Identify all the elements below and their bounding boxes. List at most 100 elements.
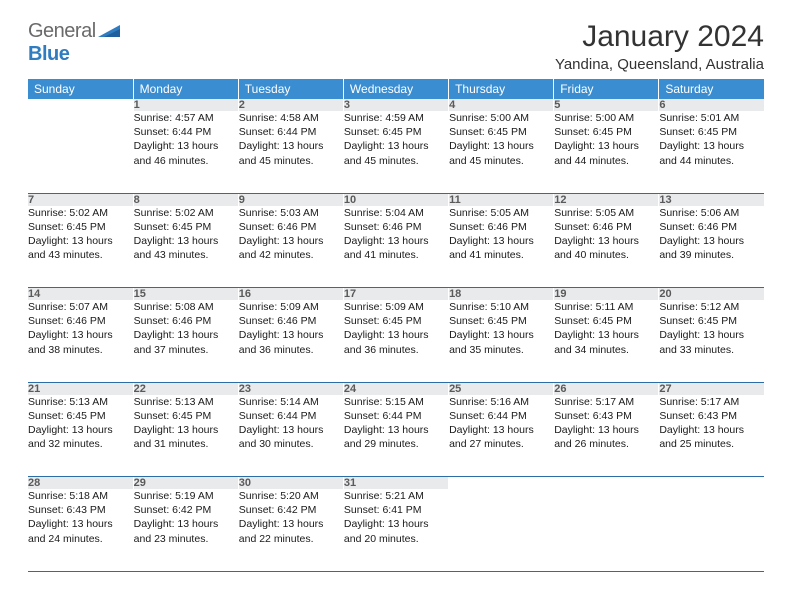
day-cell: Sunrise: 5:03 AMSunset: 6:46 PMDaylight:…: [238, 206, 343, 288]
sunset-text: Sunset: 6:45 PM: [28, 409, 133, 423]
day-cell: Sunrise: 4:58 AMSunset: 6:44 PMDaylight:…: [238, 111, 343, 193]
day-cell: Sunrise: 5:04 AMSunset: 6:46 PMDaylight:…: [343, 206, 448, 288]
day-number: 23: [238, 382, 343, 395]
daylight-text: Daylight: 13 hoursand 45 minutes.: [344, 139, 448, 167]
sunset-text: Sunset: 6:46 PM: [449, 220, 553, 234]
sunrise-text: Sunrise: 5:20 AM: [239, 489, 343, 503]
sunrise-text: Sunrise: 5:07 AM: [28, 300, 133, 314]
day-cell: Sunrise: 5:13 AMSunset: 6:45 PMDaylight:…: [133, 395, 238, 477]
sunrise-text: Sunrise: 5:16 AM: [449, 395, 553, 409]
day-cell: [554, 489, 659, 571]
daylight-text: Daylight: 13 hoursand 32 minutes.: [28, 423, 133, 451]
sunset-text: Sunset: 6:45 PM: [659, 314, 764, 328]
logo-word-2: Blue: [28, 43, 69, 65]
day-number: 7: [28, 193, 133, 206]
sunrise-text: Sunrise: 5:04 AM: [344, 206, 448, 220]
sunrise-text: Sunrise: 5:09 AM: [239, 300, 343, 314]
day-cell: Sunrise: 5:05 AMSunset: 6:46 PMDaylight:…: [554, 206, 659, 288]
daylight-text: Daylight: 13 hoursand 44 minutes.: [554, 139, 658, 167]
day-cell: Sunrise: 5:14 AMSunset: 6:44 PMDaylight:…: [238, 395, 343, 477]
daylight-text: Daylight: 13 hoursand 38 minutes.: [28, 328, 133, 356]
day-number: 31: [343, 477, 448, 490]
sunset-text: Sunset: 6:45 PM: [659, 125, 764, 139]
sunrise-text: Sunrise: 5:13 AM: [134, 395, 238, 409]
day-number: 18: [449, 288, 554, 301]
sunrise-text: Sunrise: 5:03 AM: [239, 206, 343, 220]
sunset-text: Sunset: 6:44 PM: [239, 125, 343, 139]
day-content-row: Sunrise: 5:02 AMSunset: 6:45 PMDaylight:…: [28, 206, 764, 288]
sunrise-text: Sunrise: 5:15 AM: [344, 395, 448, 409]
day-cell: Sunrise: 5:15 AMSunset: 6:44 PMDaylight:…: [343, 395, 448, 477]
day-number: 26: [554, 382, 659, 395]
day-content-row: Sunrise: 5:13 AMSunset: 6:45 PMDaylight:…: [28, 395, 764, 477]
sunrise-text: Sunrise: 5:00 AM: [554, 111, 658, 125]
sunrise-text: Sunrise: 5:09 AM: [344, 300, 448, 314]
sunset-text: Sunset: 6:46 PM: [554, 220, 658, 234]
sunset-text: Sunset: 6:46 PM: [344, 220, 448, 234]
day-cell: Sunrise: 5:06 AMSunset: 6:46 PMDaylight:…: [659, 206, 764, 288]
daylight-text: Daylight: 13 hoursand 27 minutes.: [449, 423, 553, 451]
day-number: 5: [554, 99, 659, 111]
weekday-header: Sunday: [28, 79, 133, 99]
sunset-text: Sunset: 6:46 PM: [659, 220, 764, 234]
sunrise-text: Sunrise: 5:10 AM: [449, 300, 553, 314]
day-number: 22: [133, 382, 238, 395]
weekday-header: Tuesday: [238, 79, 343, 99]
day-cell: [28, 111, 133, 193]
sunset-text: Sunset: 6:45 PM: [554, 125, 658, 139]
daylight-text: Daylight: 13 hoursand 24 minutes.: [28, 517, 133, 545]
daylight-text: Daylight: 13 hoursand 31 minutes.: [134, 423, 238, 451]
daylight-text: Daylight: 13 hoursand 41 minutes.: [449, 234, 553, 262]
sunrise-text: Sunrise: 5:00 AM: [449, 111, 553, 125]
weekday-header: Saturday: [659, 79, 764, 99]
sunset-text: Sunset: 6:41 PM: [344, 503, 448, 517]
sunset-text: Sunset: 6:44 PM: [239, 409, 343, 423]
day-cell: Sunrise: 4:59 AMSunset: 6:45 PMDaylight:…: [343, 111, 448, 193]
day-cell: Sunrise: 5:00 AMSunset: 6:45 PMDaylight:…: [554, 111, 659, 193]
day-number: 4: [449, 99, 554, 111]
sunrise-text: Sunrise: 4:58 AM: [239, 111, 343, 125]
day-cell: Sunrise: 5:18 AMSunset: 6:43 PMDaylight:…: [28, 489, 133, 571]
sunrise-text: Sunrise: 5:05 AM: [449, 206, 553, 220]
day-number: [449, 477, 554, 490]
day-cell: Sunrise: 5:09 AMSunset: 6:45 PMDaylight:…: [343, 300, 448, 382]
daylight-text: Daylight: 13 hoursand 23 minutes.: [134, 517, 238, 545]
day-number: 14: [28, 288, 133, 301]
sunrise-text: Sunrise: 5:14 AM: [239, 395, 343, 409]
daylight-text: Daylight: 13 hoursand 37 minutes.: [134, 328, 238, 356]
sunset-text: Sunset: 6:46 PM: [28, 314, 133, 328]
weekday-header: Wednesday: [343, 79, 448, 99]
daylight-text: Daylight: 13 hoursand 45 minutes.: [239, 139, 343, 167]
title-block: January 2024 Yandina, Queensland, Austra…: [555, 20, 764, 73]
day-cell: Sunrise: 5:02 AMSunset: 6:45 PMDaylight:…: [28, 206, 133, 288]
daylight-text: Daylight: 13 hoursand 35 minutes.: [449, 328, 553, 356]
sunset-text: Sunset: 6:44 PM: [134, 125, 238, 139]
day-number: 8: [133, 193, 238, 206]
day-cell: Sunrise: 5:19 AMSunset: 6:42 PMDaylight:…: [133, 489, 238, 571]
day-number-row: 21222324252627: [28, 382, 764, 395]
day-cell: Sunrise: 5:21 AMSunset: 6:41 PMDaylight:…: [343, 489, 448, 571]
logo-word-1: General: [28, 20, 96, 42]
day-cell: Sunrise: 5:13 AMSunset: 6:45 PMDaylight:…: [28, 395, 133, 477]
sunset-text: Sunset: 6:45 PM: [449, 314, 553, 328]
day-cell: Sunrise: 5:07 AMSunset: 6:46 PMDaylight:…: [28, 300, 133, 382]
daylight-text: Daylight: 13 hoursand 45 minutes.: [449, 139, 553, 167]
sunset-text: Sunset: 6:45 PM: [134, 220, 238, 234]
sunrise-text: Sunrise: 5:17 AM: [554, 395, 658, 409]
sunset-text: Sunset: 6:46 PM: [134, 314, 238, 328]
sunset-text: Sunset: 6:43 PM: [659, 409, 764, 423]
daylight-text: Daylight: 13 hoursand 22 minutes.: [239, 517, 343, 545]
day-content-row: Sunrise: 5:18 AMSunset: 6:43 PMDaylight:…: [28, 489, 764, 571]
day-number: 3: [343, 99, 448, 111]
day-number-row: 123456: [28, 99, 764, 111]
daylight-text: Daylight: 13 hoursand 29 minutes.: [344, 423, 448, 451]
day-cell: Sunrise: 5:08 AMSunset: 6:46 PMDaylight:…: [133, 300, 238, 382]
sunrise-text: Sunrise: 4:57 AM: [134, 111, 238, 125]
daylight-text: Daylight: 13 hoursand 44 minutes.: [659, 139, 764, 167]
day-cell: Sunrise: 5:01 AMSunset: 6:45 PMDaylight:…: [659, 111, 764, 193]
header: GeneralBlue January 2024 Yandina, Queens…: [28, 20, 764, 73]
day-cell: Sunrise: 5:11 AMSunset: 6:45 PMDaylight:…: [554, 300, 659, 382]
daylight-text: Daylight: 13 hoursand 20 minutes.: [344, 517, 448, 545]
sunrise-text: Sunrise: 5:08 AM: [134, 300, 238, 314]
daylight-text: Daylight: 13 hoursand 26 minutes.: [554, 423, 658, 451]
